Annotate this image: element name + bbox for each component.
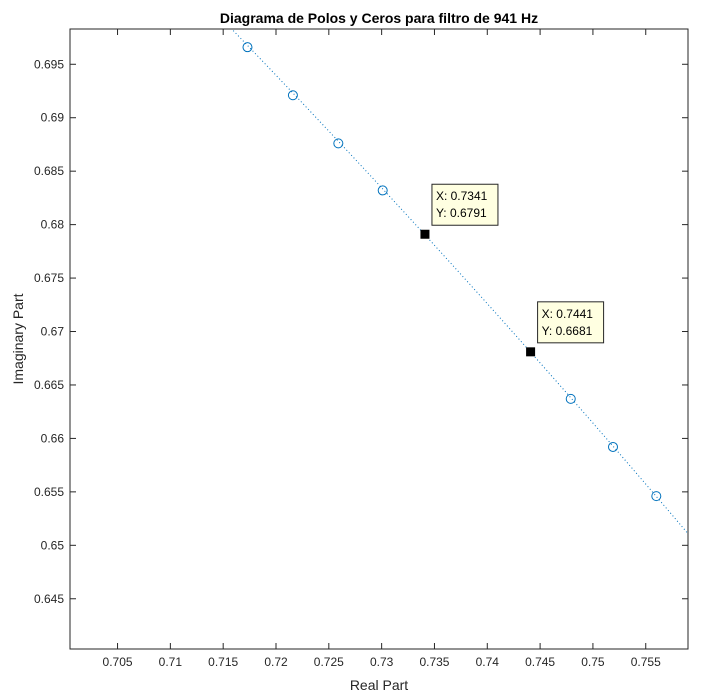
y-tick-label: 0.695 bbox=[34, 57, 64, 71]
pole-marker[interactable] bbox=[526, 347, 536, 357]
x-tick-label: 0.73 bbox=[370, 655, 394, 669]
x-tick-label: 0.715 bbox=[208, 655, 238, 669]
y-tick-label: 0.65 bbox=[41, 538, 65, 552]
y-tick-label: 0.655 bbox=[34, 485, 64, 499]
x-tick-label: 0.745 bbox=[525, 655, 555, 669]
zero-marker bbox=[377, 185, 388, 196]
unit-circle bbox=[230, 29, 688, 535]
x-tick-label: 0.75 bbox=[581, 655, 605, 669]
y-tick-label: 0.66 bbox=[41, 431, 65, 445]
x-tick-label: 0.705 bbox=[103, 655, 133, 669]
zero-marker bbox=[607, 441, 618, 452]
x-tick-label: 0.755 bbox=[631, 655, 661, 669]
x-tick-label: 0.71 bbox=[159, 655, 183, 669]
zero-marker bbox=[565, 393, 576, 404]
unit-circle-layer bbox=[230, 29, 688, 535]
y-tick-label: 0.675 bbox=[34, 271, 64, 285]
pole-marker[interactable] bbox=[420, 229, 430, 239]
y-tick-label: 0.67 bbox=[41, 325, 65, 339]
plot-box bbox=[69, 28, 689, 650]
plot-area bbox=[69, 28, 689, 650]
y-axis-label: Imaginary Part bbox=[10, 293, 26, 384]
datatip-x-text: X: 0.7441 bbox=[542, 307, 594, 321]
zero-marker bbox=[651, 491, 662, 502]
zero-marker bbox=[242, 42, 253, 53]
chart-title: Diagrama de Polos y Ceros para filtro de… bbox=[220, 10, 538, 26]
datatip-box bbox=[537, 301, 605, 344]
x-tick-label: 0.725 bbox=[314, 655, 344, 669]
datatip-y-text: Y: 0.6791 bbox=[436, 206, 487, 220]
datatip-y-text: Y: 0.6681 bbox=[542, 324, 593, 338]
x-tick-label: 0.74 bbox=[476, 655, 500, 669]
datatip-box bbox=[431, 183, 499, 226]
x-axis-label: Real Part bbox=[350, 677, 408, 693]
x-axis-ticks: 0.705 0.71 0.715 0.72 0.725 0.73 0.735 0.74 0.74… bbox=[103, 29, 661, 669]
y-tick-label: 0.685 bbox=[34, 164, 64, 178]
x-tick-label: 0.735 bbox=[419, 655, 449, 669]
y-tick-label: 0.665 bbox=[34, 378, 64, 392]
y-tick-label: 0.645 bbox=[34, 592, 64, 606]
y-tick-label: 0.68 bbox=[41, 218, 65, 232]
y-axis-ticks: 0.645 0.65 0.655 0.66 0.665 0.67 0.675 0.68 0.68… bbox=[34, 57, 688, 606]
datatip[interactable]: X: 0.7441 Y: 0.6681 bbox=[537, 301, 605, 344]
datatip-x-text: X: 0.7341 bbox=[436, 189, 488, 203]
y-tick-label: 0.69 bbox=[41, 111, 65, 125]
zero-marker bbox=[287, 90, 298, 101]
datatip[interactable]: X: 0.7341 Y: 0.6791 bbox=[431, 183, 499, 226]
marker-layer bbox=[242, 42, 662, 502]
datatip-layer: X: 0.7341 Y: 0.6791 X: 0.7441 Y: 0.6681 bbox=[431, 183, 605, 344]
x-tick-label: 0.72 bbox=[264, 655, 288, 669]
zero-marker bbox=[333, 138, 344, 149]
